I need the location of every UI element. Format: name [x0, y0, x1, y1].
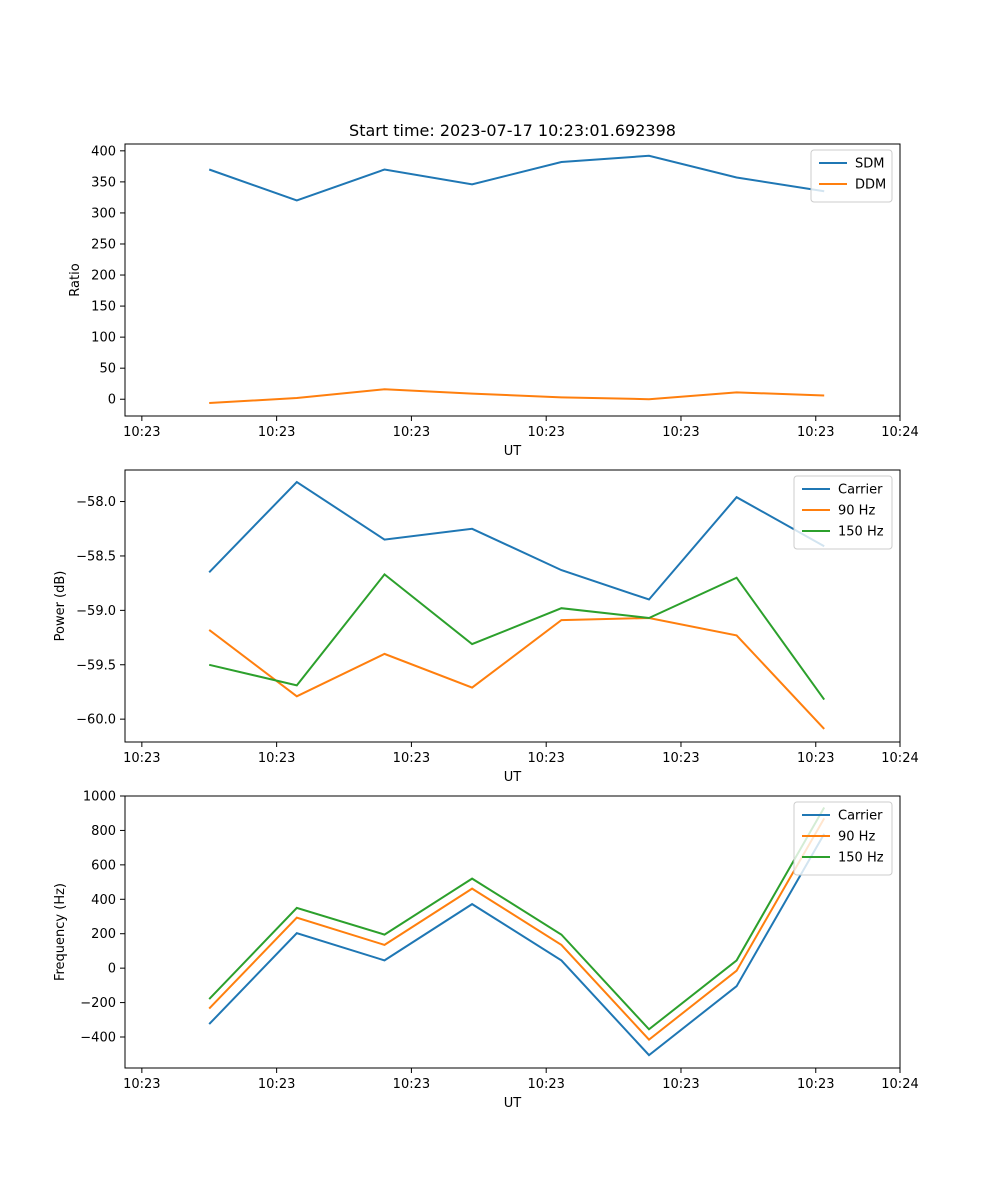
y-tick-label: 0 [108, 962, 116, 977]
x-tick-label: 10:23 [662, 751, 699, 766]
y-tick-label: 250 [91, 237, 116, 252]
legend-label: 90 Hz [838, 830, 875, 845]
y-axis-label: Frequency (Hz) [53, 883, 68, 981]
plot-frame [124, 469, 901, 743]
y-tick-label: 600 [91, 858, 116, 873]
x-tick-label: 10:23 [797, 751, 834, 766]
series-line-carrier [208, 480, 825, 601]
y-tick-label: 350 [91, 175, 116, 190]
legend-label: Carrier [838, 809, 883, 824]
legend-label: SDM [855, 157, 884, 172]
chart-panel-2: 10:23 10:23 10:23 10:23 10:23 10:23 10:24 −60.0… [53, 469, 919, 785]
y-tick-label: 100 [91, 331, 116, 346]
x-tick-label: 10:24 [881, 425, 918, 440]
x-tick-label: 10:23 [123, 751, 160, 766]
x-tick-label: 10:24 [881, 751, 918, 766]
x-axis-label: UT [504, 1096, 522, 1111]
y-tick-label: 400 [91, 144, 116, 159]
plot-frame [124, 795, 901, 1069]
legend-label: DDM [855, 178, 886, 193]
y-tick-label: −59.5 [76, 658, 116, 673]
series-line-90-hz [208, 817, 826, 1041]
series-line-carrier [208, 833, 826, 1057]
y-tick-label: −59.0 [76, 604, 116, 619]
y-tick-label: 1000 [83, 790, 116, 805]
x-tick-label: 10:23 [797, 1077, 834, 1092]
legend-label: 150 Hz [838, 525, 884, 540]
series-line-150-hz [208, 807, 826, 1031]
x-tick-label: 10:24 [881, 1077, 918, 1092]
y-tick-label: 300 [91, 206, 116, 221]
series-line-90-hz [208, 616, 825, 730]
chart-panel-1: 10:23 10:23 10:23 10:23 10:23 10:23 10:24 0 50 10… [68, 121, 919, 459]
y-tick-label: 200 [91, 269, 116, 284]
x-tick-label: 10:23 [393, 751, 430, 766]
y-tick-label: 400 [91, 893, 116, 908]
x-tick-label: 10:23 [123, 425, 160, 440]
y-tick-label: 0 [108, 393, 116, 408]
y-axis-label: Power (dB) [53, 571, 68, 642]
y-tick-label: −400 [80, 1031, 116, 1046]
x-tick-label: 10:23 [393, 1077, 430, 1092]
x-tick-label: 10:23 [123, 1077, 160, 1092]
x-tick-label: 10:23 [258, 751, 295, 766]
x-tick-label: 10:23 [258, 1077, 295, 1092]
y-axis-label: Ratio [68, 263, 83, 296]
y-tick-label: 800 [91, 824, 116, 839]
x-tick-label: 10:23 [527, 751, 564, 766]
legend: SDM DDM [810, 149, 893, 203]
y-tick-label: −58.5 [76, 549, 116, 564]
y-tick-label: −200 [80, 996, 116, 1011]
x-tick-label: 10:23 [662, 425, 699, 440]
legend: Carrier 90 Hz 150 Hz [793, 475, 893, 550]
x-tick-label: 10:23 [258, 425, 295, 440]
x-tick-label: 10:23 [527, 425, 564, 440]
series-line-ddm [209, 388, 825, 404]
y-tick-label: 50 [99, 362, 116, 377]
x-axis-label: UT [504, 444, 522, 459]
x-tick-label: 10:23 [393, 425, 430, 440]
chart-title: Start time: 2023-07-17 10:23:01.692398 [349, 121, 676, 140]
legend-label: 150 Hz [838, 851, 884, 866]
y-tick-label: −58.0 [76, 495, 116, 510]
x-tick-label: 10:23 [797, 425, 834, 440]
y-tick-label: −60.0 [76, 713, 116, 728]
chart-panel-3: 10:23 10:23 10:23 10:23 10:23 10:23 10:24 −400 −… [53, 790, 919, 1112]
legend-label: 90 Hz [838, 504, 875, 519]
x-tick-label: 10:23 [527, 1077, 564, 1092]
series-line-150-hz [208, 572, 826, 701]
series-line-sdm [208, 154, 825, 202]
legend-label: Carrier [838, 483, 883, 498]
y-tick-label: 150 [91, 300, 116, 315]
y-tick-label: 200 [91, 927, 116, 942]
x-tick-label: 10:23 [662, 1077, 699, 1092]
plot-frame [124, 143, 901, 417]
legend: Carrier 90 Hz 150 Hz [793, 801, 893, 876]
x-axis-label: UT [504, 770, 522, 785]
